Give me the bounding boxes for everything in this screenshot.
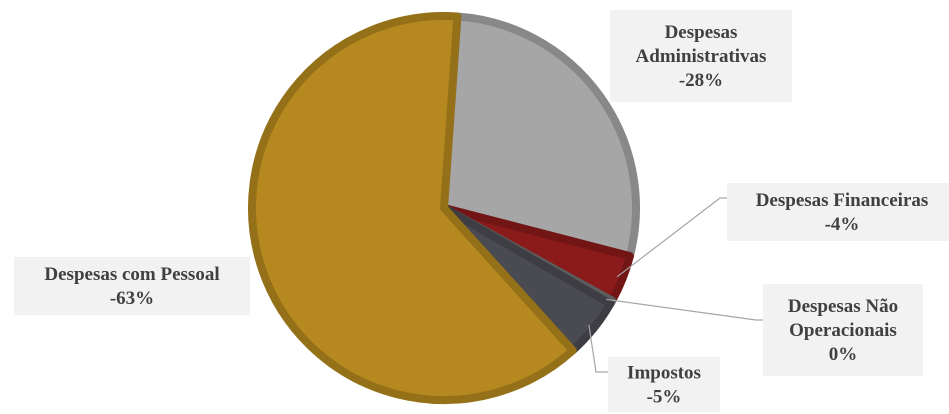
data-label-despesas-com-pessoal: Despesas com Pessoal -63% [14,257,250,315]
data-label-despesas-nao-operacionais: Despesas Não Operacionais 0% [763,284,923,376]
data-label-despesas-financeiras: Despesas Financeiras -4% [727,183,949,241]
data-label-box [763,284,923,376]
data-label-category: Despesas [665,22,738,43]
data-label-category: Operacionais [789,320,897,341]
data-label-category: Administrativas [636,46,767,67]
data-label-box [608,357,720,412]
leader-line-impostos [588,324,608,373]
data-labels: Despesas Administrativas -28% Despesas Fina… [14,10,949,412]
data-label-box [727,183,949,241]
leader-line-despesas-financeiras [616,197,727,278]
data-label-value: -4% [825,214,860,235]
pie-slice-despesas-administrativas [440,12,640,261]
pie-slice-despesas-com-pessoal [248,12,577,404]
data-label-box [14,257,250,315]
data-label-impostos: Impostos -5% [608,357,720,412]
data-label-value: -28% [679,70,723,91]
data-label-box [610,10,792,102]
leader-line-despesas-nao-operacionais [606,298,763,321]
leader-lines [588,197,763,373]
data-label-value: -5% [647,387,682,408]
data-label-despesas-administrativas: Despesas Administrativas -28% [610,10,792,102]
data-label-category: Despesas Não [788,296,898,317]
data-label-value: 0% [829,344,858,365]
data-label-category: Despesas com Pessoal [44,264,219,285]
data-label-value: -63% [110,288,154,309]
data-label-category: Despesas Financeiras [756,190,929,211]
pie-slices [248,12,640,404]
data-label-category: Impostos [627,363,701,384]
